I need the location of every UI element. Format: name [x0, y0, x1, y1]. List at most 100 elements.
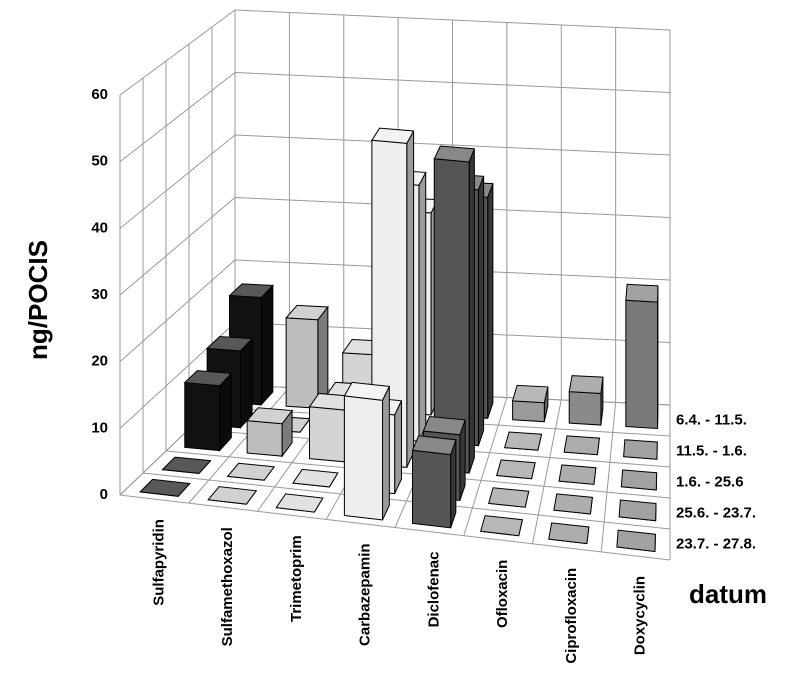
bar: [207, 486, 258, 505]
floor-line: [463, 397, 508, 536]
bar-front: [343, 395, 384, 521]
bar-side: [477, 176, 485, 446]
bar: [275, 493, 324, 513]
bar: [625, 283, 659, 429]
x-tick-label: Carbazepamin: [357, 543, 374, 646]
grid-line: [119, 197, 236, 296]
bar-top: [563, 435, 600, 456]
bar: [548, 522, 590, 545]
y-tick-label: 30: [91, 286, 108, 303]
bar: [411, 435, 457, 529]
bar: [558, 464, 597, 485]
bar: [563, 435, 600, 456]
bar-front: [512, 400, 545, 423]
floor-line: [142, 472, 671, 530]
bar-front: [184, 382, 221, 452]
bar-side: [382, 386, 390, 521]
bar: [226, 462, 276, 481]
bar-top: [275, 493, 324, 513]
bar-side: [260, 284, 274, 407]
bar-top: [228, 283, 274, 298]
bar-top: [487, 487, 530, 508]
depth-tick-label: 11.5. - 1.6.: [676, 442, 747, 459]
bar-top: [548, 522, 590, 545]
x-tick-label: Ofloxacin: [494, 560, 511, 628]
bar: [161, 456, 212, 474]
bar-top: [343, 381, 391, 401]
bar-side: [239, 337, 253, 429]
x-tick-label: Ciprofloxacin: [563, 568, 580, 664]
bar-side: [418, 172, 427, 442]
bar: [183, 370, 233, 452]
bar-top: [620, 469, 658, 491]
bar-top: [623, 439, 658, 460]
grid-line: [119, 72, 236, 163]
grid-line: [119, 134, 236, 229]
bar: [568, 375, 604, 426]
bar-front: [625, 299, 659, 429]
bar-top: [479, 515, 523, 537]
bar: [479, 515, 523, 537]
floor-line: [119, 494, 671, 561]
bar-top: [292, 468, 339, 488]
bar-top: [371, 127, 415, 144]
bar-side: [317, 305, 329, 410]
y-tick-label: 10: [91, 419, 108, 436]
bar: [553, 493, 593, 515]
y-tick-label: 40: [91, 219, 108, 236]
x-tick-label: Doxycyclin: [632, 576, 649, 655]
bar-top: [205, 335, 254, 352]
bar: [503, 431, 543, 451]
x-tick-label: Diclofenac: [425, 552, 442, 628]
bar-side: [487, 183, 494, 419]
bar: [495, 459, 536, 480]
bar-top: [568, 375, 604, 395]
bar-top: [226, 462, 276, 481]
bar: [620, 469, 658, 491]
x-tick-label: Trimetoprim: [288, 535, 305, 622]
y-tick-label: 0: [100, 486, 108, 503]
bar-top: [433, 145, 476, 163]
depth-tick-label: 1.6. - 25.6: [676, 473, 744, 490]
bar-top: [553, 493, 593, 515]
bar-top: [495, 459, 536, 480]
bar-front: [246, 420, 283, 457]
bar-top: [618, 499, 657, 522]
y-tick-label: 60: [91, 86, 108, 103]
depth-axis-title: datum: [689, 579, 767, 609]
bar-front: [285, 317, 319, 409]
bar-top: [411, 435, 457, 456]
bar-top: [422, 415, 466, 436]
grid-line: [119, 9, 236, 96]
bar-top: [207, 486, 258, 505]
x-tick-label: Sulfamethoxazol: [219, 527, 236, 646]
bar-front: [412, 449, 452, 529]
bar-side: [468, 148, 475, 474]
bar-top: [503, 431, 543, 451]
grid-line: [234, 72, 671, 93]
depth-tick-label: 25.6. - 23.7.: [676, 504, 756, 521]
grid-line: [234, 9, 671, 31]
bar: [623, 439, 658, 460]
bar-top: [161, 456, 212, 474]
y-tick-label: 50: [91, 153, 108, 170]
bar-side: [406, 130, 415, 468]
floor-line: [600, 402, 617, 552]
bar: [285, 304, 329, 410]
bar-top: [183, 370, 233, 387]
bar: [433, 145, 476, 474]
bar-top: [511, 384, 549, 404]
bar-front: [309, 406, 345, 463]
bar-top: [558, 464, 597, 485]
bar: [487, 487, 530, 508]
bar: [138, 478, 191, 497]
bar-side: [394, 400, 402, 494]
bar: [246, 407, 294, 458]
bar: [618, 499, 657, 522]
floor-line: [188, 387, 290, 504]
bar-top: [616, 529, 656, 553]
bar-top: [246, 407, 294, 425]
y-tick-label: 20: [91, 353, 108, 370]
bar-side: [219, 372, 232, 452]
grid-line: [234, 134, 671, 156]
